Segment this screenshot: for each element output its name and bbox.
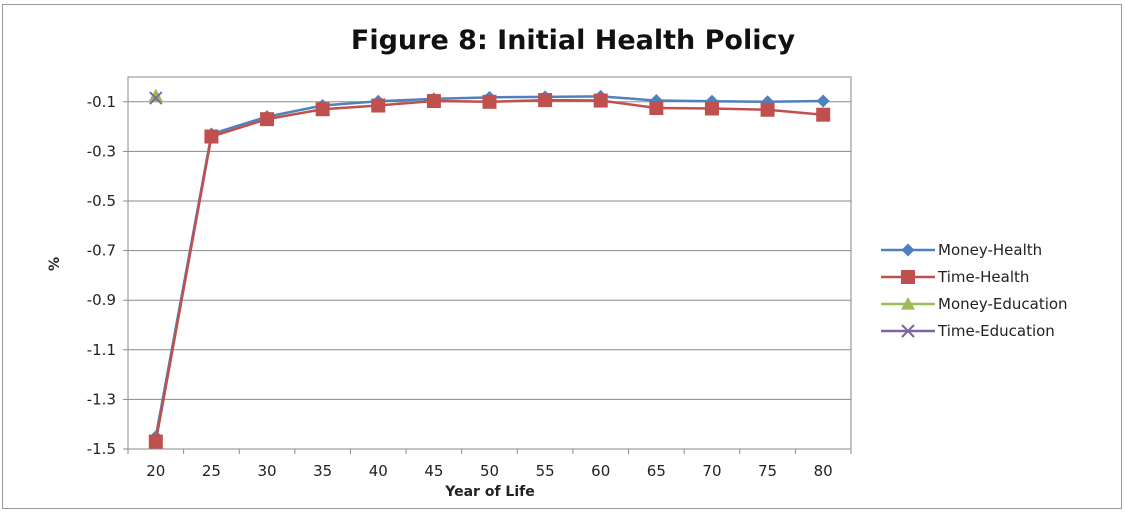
chart-title: Figure 8: Initial Health Policy [351,25,796,56]
legend-money-education-point [901,297,915,310]
plot-border [127,76,852,450]
series-money-health [149,89,830,444]
legend-label: Money-Health [938,241,1042,259]
series-layer [148,88,831,449]
x-tick-label: 70 [702,462,721,480]
x-tick-label: 35 [313,462,332,480]
time-education-point [149,91,163,105]
time-health-point [371,98,386,113]
series-time-health [148,93,831,449]
time-health-point [260,112,275,127]
x-tick-label: 75 [758,462,777,480]
x-tick-label: 25 [202,462,221,480]
y-tick-label: -1.3 [87,390,116,408]
legend-item-time-health: Time-Health [881,268,1029,286]
y-axis: -0.1 -0.3 -0.5 -0.7 -0.9 -1.1 -1.3 -1.5 [87,93,128,458]
legend-label: Time-Education [937,322,1055,340]
x-tick-label: 80 [814,462,833,480]
x-tick-label: 20 [146,462,165,480]
x-tick-label: 30 [257,462,276,480]
time-health-point [649,101,664,115]
legend-money-health-point [901,243,915,257]
plot-area [127,76,852,450]
y-tick-label: -1.1 [87,341,116,359]
time-health-point [315,102,330,117]
legend-time-health-point [901,270,915,284]
time-health-point [204,129,219,144]
time-health-point [426,94,441,109]
money-health-point [816,94,830,108]
y-axis-title: % [47,257,63,271]
legend-item-money-education: Money-Education [881,295,1068,313]
x-axis: 20 25 30 35 40 45 50 55 60 65 70 75 80 [127,449,852,480]
x-tick-label: 55 [536,462,555,480]
series-line-money-health [154,95,824,437]
series-money-education [148,88,163,102]
legend-label: Time-Health [937,268,1029,286]
time-health-point [482,94,497,109]
x-tick-label: 40 [369,462,388,480]
x-tick-label: 50 [480,462,499,480]
legend-time-education-point [901,324,915,338]
time-health-point [760,102,775,117]
money-education-point [148,88,163,102]
x-tick-label: 45 [424,462,443,480]
x-tick-label: 65 [647,462,666,480]
time-health-point [704,101,719,116]
time-health-point [816,107,831,122]
y-tick-label: -0.9 [87,291,116,309]
y-tick-label: -0.7 [87,242,116,260]
time-health-point [538,93,553,108]
time-health-point [148,434,163,449]
y-tick-label: -0.3 [87,142,116,160]
series-time-education [149,91,163,105]
chart-svg: Figure 8: Initial Health Policy -0.1 -0.3… [47,25,1068,500]
legend-item-time-education: Time-Education [881,322,1055,340]
y-tick-label: -1.5 [87,440,116,458]
gridlines [128,101,851,400]
legend: Money-Health Time-Health Money-Education Ti… [881,241,1068,340]
legend-label: Money-Education [938,295,1068,313]
y-tick-label: -0.1 [87,93,116,111]
legend-item-money-health: Money-Health [881,241,1042,259]
x-axis-title: Year of Life [444,484,534,500]
time-health-point [593,93,608,108]
y-tick-label: -0.5 [87,192,116,210]
x-tick-label: 60 [591,462,610,480]
chart-frame: Figure 8: Initial Health Policy -0.1 -0.3… [2,4,1122,509]
